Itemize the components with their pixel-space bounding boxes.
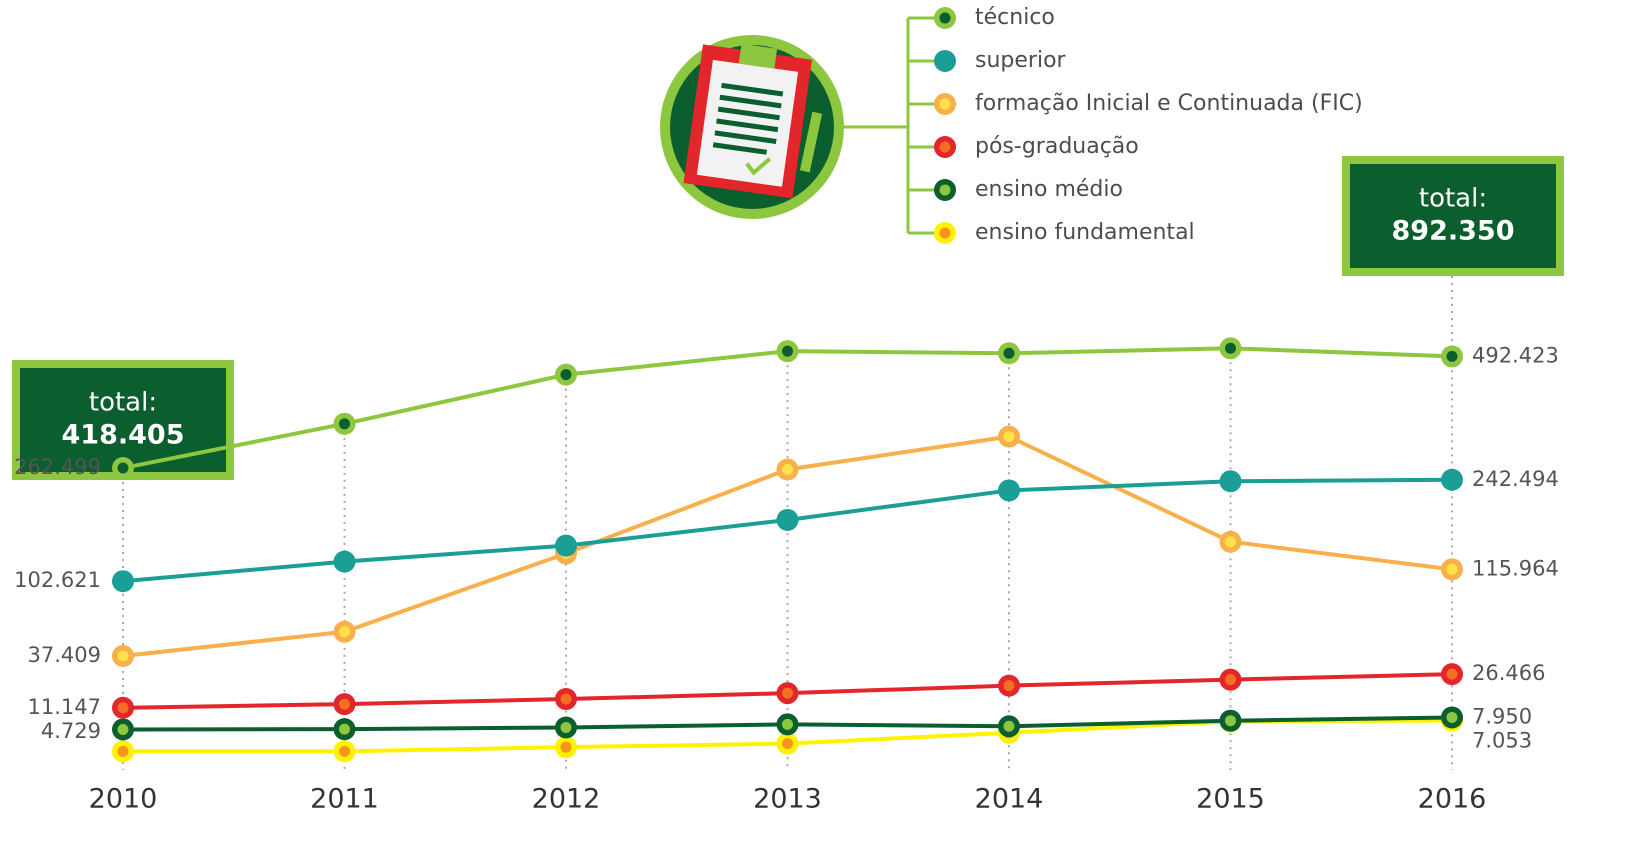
legend-label: formação Inicial e Continuada (FIC)	[975, 91, 1363, 116]
point-center	[782, 345, 793, 357]
x-tick-label: 2013	[753, 784, 822, 815]
point-center	[782, 687, 793, 699]
legend-label: ensino médio	[975, 177, 1123, 202]
x-tick-label: 2016	[1418, 784, 1487, 815]
total-value: 892.350	[1392, 216, 1515, 247]
point-center	[1225, 536, 1236, 548]
legend-marker-center	[939, 227, 951, 239]
point-center	[1446, 474, 1458, 486]
legend-marker-center	[939, 184, 951, 196]
legend-marker-center	[939, 55, 951, 67]
point-center	[560, 722, 572, 733]
point-center	[782, 738, 793, 750]
legend-marker-center	[939, 12, 951, 24]
point-center	[117, 745, 129, 757]
value-label: 7.950	[1472, 704, 1532, 728]
point-center	[339, 626, 350, 638]
x-tick-label: 2011	[310, 784, 379, 815]
point-center	[782, 463, 793, 475]
point-center	[560, 369, 572, 381]
point-center	[117, 723, 129, 735]
total-title: total:	[1419, 184, 1487, 214]
legend-label: técnico	[975, 5, 1055, 30]
point-center	[560, 741, 572, 753]
point-center	[1446, 563, 1458, 575]
legend-marker-center	[939, 141, 951, 153]
x-tick-label: 2015	[1196, 784, 1265, 815]
point-center	[1003, 484, 1015, 496]
x-tick-label: 2014	[975, 784, 1044, 815]
point-center	[1225, 475, 1236, 487]
point-center	[117, 702, 129, 714]
point-center	[1446, 668, 1458, 680]
point-center	[1225, 674, 1236, 686]
total-box	[1342, 156, 1564, 276]
value-label: 102.621	[14, 568, 101, 592]
point-center	[1225, 342, 1236, 354]
value-label: 492.423	[1472, 343, 1559, 367]
point-center	[339, 556, 350, 568]
value-label: 11.147	[28, 695, 101, 719]
point-center	[782, 514, 793, 526]
point-center	[339, 698, 350, 710]
point-center	[117, 650, 129, 662]
point-center	[1003, 680, 1015, 692]
point-center	[117, 462, 129, 474]
value-label: 26.466	[1472, 661, 1545, 685]
point-center	[1003, 720, 1015, 732]
point-center	[560, 693, 572, 705]
legend-marker-center	[939, 98, 951, 110]
point-center	[782, 718, 793, 730]
point-center	[1446, 350, 1458, 362]
value-label: 262.499	[14, 455, 101, 479]
value-label: 115.964	[1472, 556, 1559, 580]
x-tick-label: 2010	[89, 784, 158, 815]
total-value: 418.405	[62, 420, 185, 451]
legend-label: pós-graduação	[975, 134, 1139, 159]
value-label: 7.053	[1472, 728, 1532, 752]
clipboard-icon	[660, 18, 910, 233]
total-title: total:	[89, 388, 157, 418]
point-center	[339, 745, 350, 757]
value-label: 37.409	[28, 643, 101, 667]
point-center	[117, 575, 129, 587]
legend-label: superior	[975, 48, 1067, 73]
point-center	[1446, 711, 1458, 723]
value-label: 242.494	[1472, 467, 1559, 491]
point-center	[1225, 715, 1236, 727]
legend-label: ensino fundamental	[975, 220, 1195, 245]
point-center	[339, 418, 350, 430]
point-center	[1003, 347, 1015, 359]
x-tick-label: 2012	[532, 784, 601, 815]
point-center	[339, 723, 350, 735]
value-label: 4.729	[41, 719, 101, 743]
point-center	[560, 540, 572, 552]
point-center	[1003, 431, 1015, 443]
